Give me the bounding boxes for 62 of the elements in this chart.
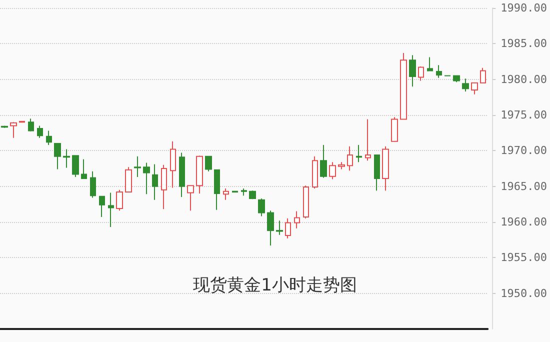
candlestick <box>134 156 141 178</box>
candlestick <box>391 116 398 142</box>
candlestick <box>374 154 380 192</box>
candlestick <box>400 52 407 120</box>
candlestick <box>303 185 309 219</box>
candlestick <box>116 189 123 212</box>
candlestick <box>338 162 345 170</box>
candlestick <box>294 210 300 229</box>
candlestick <box>436 64 442 78</box>
candlestick <box>347 146 353 172</box>
candlestick <box>161 164 167 210</box>
candlestick <box>223 188 229 200</box>
candlestick <box>205 156 212 172</box>
candlestick <box>427 56 433 72</box>
y-tick-label: 1955.00 <box>500 251 547 264</box>
candlestick <box>143 162 150 195</box>
candlestick <box>320 144 327 178</box>
candlestick <box>63 148 70 168</box>
candlestick <box>258 198 265 217</box>
candlestick <box>99 196 105 218</box>
candlestick <box>28 118 34 132</box>
candlestick <box>462 78 469 92</box>
candlestick <box>214 169 220 210</box>
candlestick <box>90 170 96 198</box>
candlestick <box>72 155 79 178</box>
text: 现货黄金1小时走势图 <box>193 276 357 296</box>
candlestick <box>365 118 371 162</box>
y-tick-label: 1980.00 <box>500 72 547 86</box>
candlestick <box>329 162 336 180</box>
candlestick <box>241 188 247 196</box>
candlestick <box>10 122 17 138</box>
candlestick <box>312 156 318 189</box>
candlestick <box>125 166 132 193</box>
y-tick-label: 1975.00 <box>500 108 547 122</box>
candlestick <box>409 54 416 87</box>
candlestick <box>1 125 8 128</box>
candlestick <box>267 210 274 246</box>
candlestick <box>356 144 362 163</box>
candlestick <box>46 130 52 146</box>
candlestick <box>418 66 424 82</box>
y-tick-label: 1970.00 <box>500 144 547 158</box>
candlestick <box>81 158 87 179</box>
candlestick <box>471 82 478 95</box>
y-tick-label: 1990.00 <box>500 2 547 14</box>
candlestick <box>37 125 43 138</box>
candlestick <box>170 140 176 188</box>
candlestick <box>187 185 194 212</box>
candlestick <box>382 146 389 192</box>
candlestick <box>54 143 61 170</box>
candlestick <box>285 218 291 239</box>
candlestick <box>108 192 114 228</box>
candlestick <box>179 152 185 198</box>
y-tick-label: 1950.00 <box>500 286 547 300</box>
candlestick <box>152 164 158 200</box>
y-tick-label: 1965.00 <box>500 180 547 193</box>
candlestick <box>276 220 283 236</box>
candlestick <box>249 190 256 200</box>
candlestick <box>196 155 203 194</box>
candlestick <box>480 67 486 84</box>
y-tick-label: 1960.00 <box>500 216 547 228</box>
y-tick-label: 1985.00 <box>500 37 547 50</box>
candlestick <box>453 75 460 83</box>
